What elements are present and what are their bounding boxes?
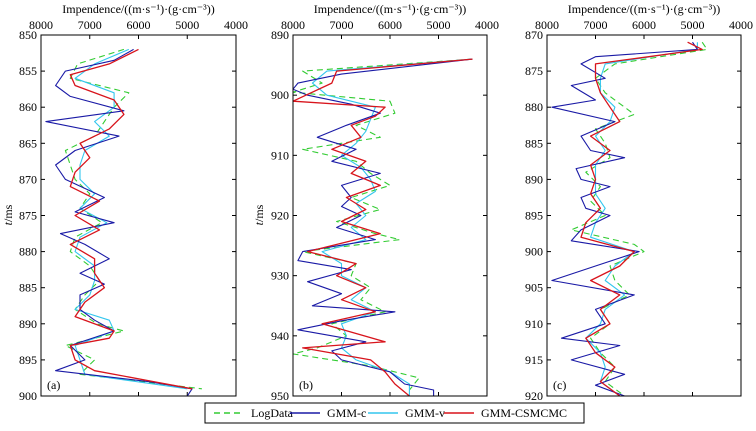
x-tick-label: 5000	[175, 18, 199, 32]
panel-2: Impendence/((m·s⁻¹)·(g·cm⁻³)) 8000 7000 600…	[252, 2, 499, 403]
y-tick-label: 895	[19, 353, 37, 367]
y-tick-label: 900	[19, 389, 37, 403]
plot-frame	[546, 34, 742, 397]
panel-label: (a)	[47, 378, 60, 392]
series-gmm-csmcmc	[293, 58, 473, 396]
panel-label: (b)	[299, 378, 313, 392]
y-tick-label: 880	[19, 245, 37, 259]
panel-title: Impendence/((m·s⁻¹)·(g·cm⁻³))	[568, 2, 720, 16]
y-tick-label: 875	[525, 64, 543, 78]
x-tick-label: 8000	[535, 18, 559, 32]
series-gmm-c	[293, 58, 473, 396]
legend-label: GMM-v	[405, 406, 445, 420]
legend-label: LogData	[251, 406, 294, 420]
series-gmm-csmcmc	[580, 41, 703, 396]
y-axis-label-var: t	[252, 221, 266, 225]
x-tick-label: 7000	[584, 18, 608, 32]
plot-frame	[292, 34, 488, 397]
y-tick-label: 865	[19, 136, 37, 150]
y-tick-label: 920	[271, 209, 289, 223]
y-tick-label: 905	[525, 281, 543, 295]
x-tick-label: 4000	[224, 18, 248, 32]
y-axis-label: t/ms	[252, 204, 266, 225]
y-tick-label: 880	[525, 100, 543, 114]
y-tick-label: 900	[525, 245, 543, 259]
x-tick-label: 4000	[475, 18, 499, 32]
x-tick-label: 4000	[729, 18, 753, 32]
y-tick-label: 910	[271, 148, 289, 162]
panels: Impendence/((m·s⁻¹)·(g·cm⁻³)) 8000 7000 600…	[1, 2, 753, 403]
x-tick-label: 5000	[427, 18, 451, 32]
x-tick-label: 8000	[281, 18, 305, 32]
plot-frame	[40, 34, 237, 397]
series-gmm-c	[45, 48, 193, 396]
panel-3: Impendence/((m·s⁻¹)·(g·cm⁻³)) 8000 7000 600…	[525, 2, 753, 403]
x-tick-label: 8000	[29, 18, 53, 32]
y-tick-label: 890	[271, 28, 289, 42]
series-gmm-csmcmc	[69, 48, 193, 390]
series-logdata	[570, 41, 708, 396]
series-group	[551, 41, 708, 396]
x-tick-label: 5000	[681, 18, 705, 32]
y-tick-label: 855	[19, 64, 37, 78]
x-tick-label: 6000	[378, 18, 402, 32]
series-logdata	[293, 58, 473, 391]
y-tick-label: 900	[271, 88, 289, 102]
series-gmm-v	[311, 58, 473, 396]
y-tick-label: 885	[525, 136, 543, 150]
y-tick-label: 890	[19, 317, 37, 331]
y-tick-label: 860	[19, 100, 37, 114]
y-tick-label: 895	[525, 209, 543, 223]
y-tick-label: 870	[525, 28, 543, 42]
series-gmm-c	[551, 41, 698, 396]
y-tick-label: 875	[19, 209, 37, 223]
legend-label: GMM-c	[327, 406, 366, 420]
y-tick-label: 920	[525, 389, 543, 403]
series-gmm-v	[585, 42, 698, 396]
y-tick-label: 910	[525, 317, 543, 331]
x-tick-label: 6000	[632, 18, 656, 32]
x-tick-label: 7000	[78, 18, 102, 32]
panel-label: (c)	[553, 378, 566, 392]
y-tick-label: 885	[19, 281, 37, 295]
y-axis-label-unit: /ms	[252, 204, 266, 222]
x-tick-label: 7000	[330, 18, 354, 32]
series-group	[45, 48, 202, 396]
y-tick-label: 930	[271, 269, 289, 283]
y-axis-label-unit: /ms	[1, 204, 15, 222]
panel-title: Impendence/((m·s⁻¹)·(g·cm⁻³))	[314, 2, 466, 16]
x-tick-label: 6000	[127, 18, 151, 32]
legend-label: GMM-CSMCMC	[481, 406, 567, 420]
panel-title: Impendence/((m·s⁻¹)·(g·cm⁻³))	[62, 2, 214, 16]
y-tick-label: 850	[19, 28, 37, 42]
y-axis-label: t/ms	[1, 204, 15, 225]
y-tick-label: 915	[525, 353, 543, 367]
y-axis-label-var: t	[1, 221, 15, 225]
y-tick-label: 940	[271, 329, 289, 343]
panel-1: Impendence/((m·s⁻¹)·(g·cm⁻³)) 8000 7000 600…	[1, 2, 248, 403]
y-tick-label: 890	[525, 172, 543, 186]
legend: LogData GMM-c GMM-v GMM-CSMCMC	[204, 402, 585, 424]
series-group	[293, 58, 473, 396]
y-tick-label: 870	[19, 172, 37, 186]
y-tick-label: 950	[271, 389, 289, 403]
